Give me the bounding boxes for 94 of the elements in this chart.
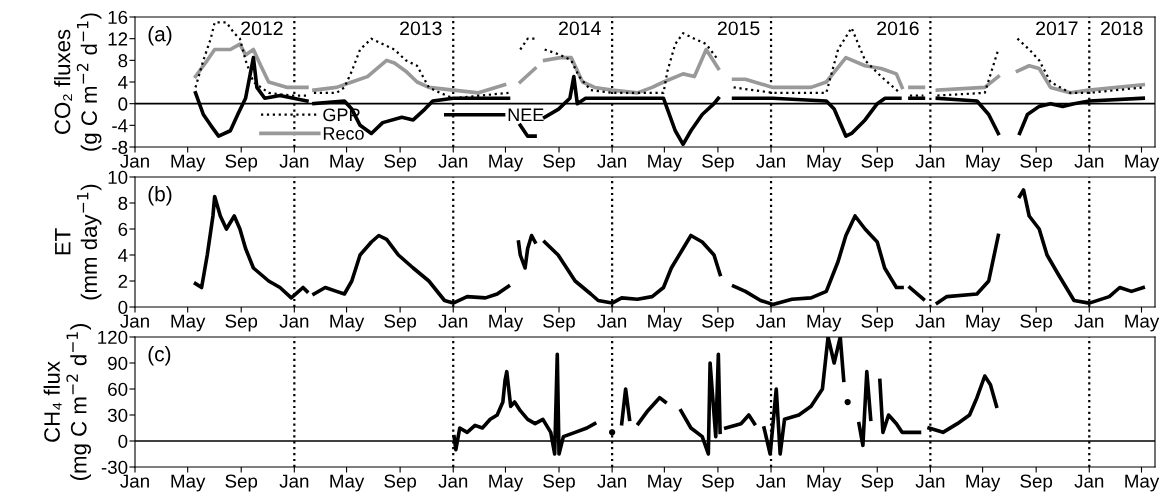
annotation: 2012 (241, 21, 283, 36)
x-tick-label: Jan (756, 314, 785, 328)
y-tick-label: -30 (101, 460, 128, 474)
y-tick-label: 120 (98, 330, 128, 344)
x-tick-label: Jan (1074, 154, 1104, 168)
x-tick-label: May (807, 474, 842, 492)
x-tick-label: Sep (861, 474, 894, 492)
x-tick-label: May (171, 474, 206, 492)
x-tick-label: May (966, 474, 1001, 492)
annotation: 2017 (1036, 21, 1078, 36)
x-tick-label: May (966, 314, 1001, 332)
y-tick-label: 8 (118, 196, 128, 210)
x-tick-label: May (648, 314, 683, 332)
annotation: 2015 (717, 21, 760, 36)
annotation: (c) (148, 346, 171, 366)
legend-label: NEE (508, 108, 544, 122)
x-tick-label: Sep (384, 314, 417, 332)
x-tick-label: Sep (384, 474, 417, 492)
annotation: 2013 (400, 21, 442, 36)
x-tick-label: May (171, 314, 206, 332)
y-axis-title: CH₄ flux (mg C m$^{−2}$ d$^{−1}$) (43, 324, 91, 480)
y-tick-label: 16 (108, 10, 128, 24)
x-tick-label: Sep (384, 154, 417, 172)
x-tick-label: Sep (861, 154, 894, 172)
x-tick-label: Sep (543, 474, 575, 492)
x-tick-label: May (330, 314, 365, 332)
x-tick-label: May (807, 314, 842, 332)
legend-label: Reco (323, 127, 364, 140)
x-tick-label: Jan (597, 474, 627, 488)
x-tick-label: Sep (1020, 474, 1053, 492)
annotation: (b) (148, 186, 172, 206)
x-tick-label: Jan (597, 154, 627, 168)
x-tick-label: Jan (915, 154, 945, 168)
annotation: 2018 (1101, 21, 1143, 36)
y-tick-label: -8 (112, 140, 128, 154)
x-tick-label: May (489, 154, 524, 172)
x-tick-label: May (648, 154, 683, 172)
annotation: (a) (148, 26, 172, 46)
y-tick-label: 2 (118, 274, 128, 288)
x-tick-label: Jan (438, 154, 468, 168)
x-tick-label: Jan (1074, 314, 1104, 328)
x-tick-label: May (1125, 154, 1160, 172)
annotation: 2016 (877, 21, 919, 36)
x-tick-label: Jan (279, 154, 309, 168)
x-tick-label: May (330, 154, 365, 172)
x-tick-label: May (1125, 314, 1160, 332)
x-tick-label: Jan (597, 314, 627, 328)
x-tick-label: Sep (225, 314, 258, 332)
x-tick-label: Jan (120, 314, 149, 328)
y-tick-label: 6 (118, 222, 128, 236)
x-tick-label: May (648, 474, 683, 492)
x-tick-label: Jan (279, 474, 309, 488)
y-tick-label: 0 (118, 97, 128, 111)
x-tick-label: May (1125, 474, 1160, 492)
y-tick-label: -4 (112, 119, 128, 133)
y-tick-label: 0 (118, 300, 128, 314)
y-tick-label: 10 (108, 170, 128, 184)
y-axis-title: ET (mm day$^{−1}$) (55, 184, 102, 300)
y-tick-label: 4 (118, 248, 128, 262)
x-tick-label: Sep (1020, 154, 1053, 172)
x-tick-label: May (966, 154, 1001, 172)
x-tick-label: Sep (543, 154, 575, 172)
y-tick-label: 90 (108, 356, 128, 370)
x-tick-label: Sep (702, 314, 734, 332)
x-tick-label: Jan (915, 314, 945, 328)
x-tick-label: Jan (756, 474, 785, 488)
y-tick-label: 0 (118, 434, 128, 448)
x-tick-label: Sep (225, 474, 258, 492)
x-tick-label: May (171, 154, 206, 172)
x-tick-label: Sep (225, 154, 258, 172)
x-tick-label: May (330, 474, 365, 492)
y-tick-label: 30 (107, 408, 128, 422)
y-axis-title: CO₂ fluxes (g C m$^{−2}$ d$^{−1}$) (54, 13, 102, 151)
x-tick-label: Jan (120, 154, 149, 168)
x-tick-label: Jan (915, 474, 945, 488)
x-tick-label: Sep (543, 314, 575, 332)
x-tick-label: Jan (279, 314, 309, 328)
y-tick-label: 12 (108, 32, 128, 46)
x-tick-label: May (489, 314, 524, 332)
x-tick-label: Jan (438, 474, 468, 488)
y-tick-label: 60 (108, 382, 128, 396)
annotation: 2014 (559, 21, 601, 36)
y-tick-label: 4 (118, 75, 128, 89)
x-tick-label: Jan (1074, 474, 1104, 488)
x-tick-label: Jan (756, 154, 785, 168)
x-tick-label: Jan (438, 314, 468, 328)
x-tick-label: Sep (861, 314, 894, 332)
x-tick-label: Sep (702, 474, 734, 492)
y-tick-label: 8 (118, 54, 128, 68)
x-tick-label: Sep (1020, 314, 1053, 332)
x-tick-label: Jan (120, 474, 149, 488)
x-tick-label: May (489, 474, 524, 492)
x-tick-label: May (807, 154, 842, 172)
x-tick-label: Sep (702, 154, 734, 172)
